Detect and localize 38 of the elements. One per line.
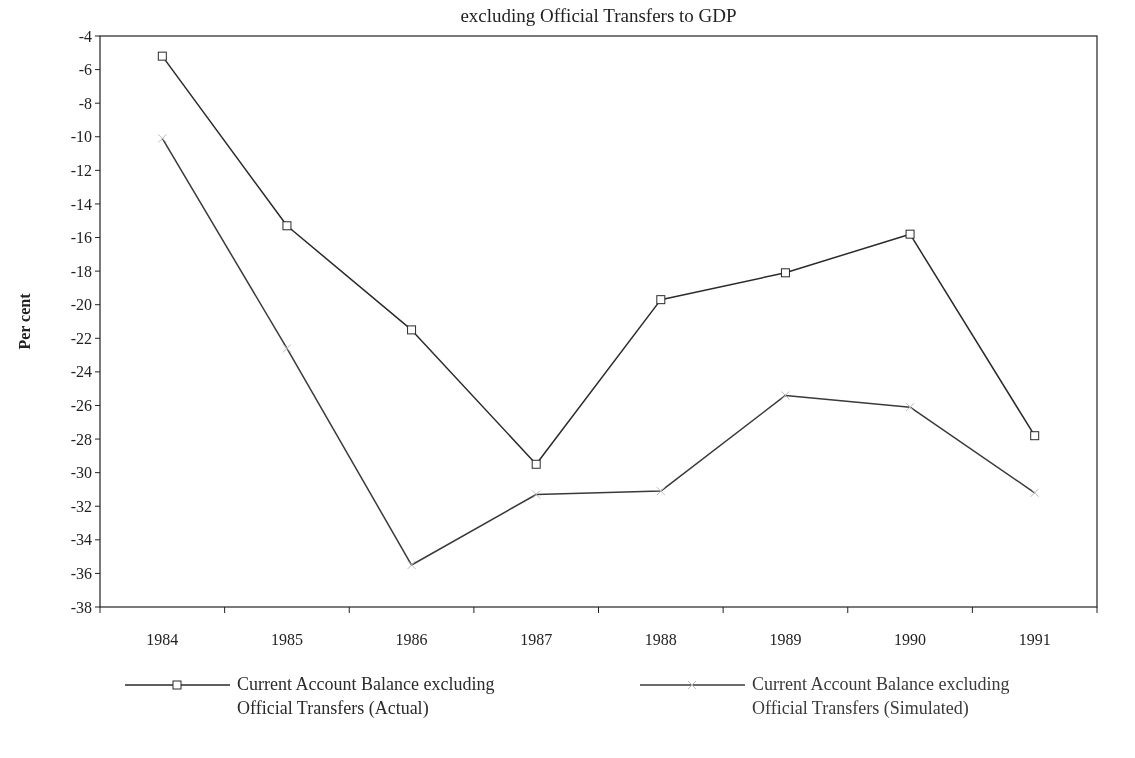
y-tick-label: -6 (78, 61, 92, 79)
y-tick-label: -30 (70, 464, 92, 482)
point (157, 51, 167, 61)
point (1030, 431, 1040, 441)
text: Current Account Balance excluding Official Transfers (Actual) (237, 674, 495, 719)
y-tick-label: -22 (70, 329, 92, 347)
y-tick-label: -38 (70, 598, 92, 616)
y-tick-label: -16 (70, 229, 92, 247)
y-tick-label: -20 (70, 296, 92, 314)
point (780, 268, 790, 278)
y-tick-label: -18 (70, 262, 92, 280)
x-tick-label: 1991 (1018, 631, 1051, 648)
x-tick-label: 1990 (894, 631, 927, 648)
y-tick-label: -28 (70, 430, 92, 448)
chart-title: excluding Official Transfers to GDP (460, 5, 737, 26)
x-tick-label: 1989 (769, 631, 802, 648)
x-tick-label: 1986 (395, 631, 428, 648)
y-tick-label: -10 (70, 128, 92, 146)
y-tick-label: -36 (70, 565, 92, 583)
y-tick-label: -12 (70, 161, 92, 179)
point (905, 229, 915, 239)
point (407, 325, 417, 335)
y-axis-title: Per cent (16, 292, 33, 350)
point (531, 459, 541, 469)
x-tick-label: 1985 (270, 631, 303, 648)
y-tick-label: -14 (70, 195, 92, 213)
x-tick-label: 1988 (644, 631, 677, 648)
y-tick-label: -34 (70, 531, 92, 549)
y-tick-label: -8 (78, 94, 92, 112)
x-tick-label: 1987 (520, 631, 553, 648)
y-tick-label: -24 (70, 363, 92, 381)
point (282, 221, 292, 231)
y-tick-label: -32 (70, 497, 92, 515)
x-tick-label: 1984 (146, 631, 179, 648)
text: Current Account Balance excluding Official Transfers (Simulated) (752, 674, 1010, 719)
point (656, 295, 666, 305)
y-tick-label: -26 (70, 397, 92, 415)
y-tick-label: -4 (78, 27, 92, 45)
